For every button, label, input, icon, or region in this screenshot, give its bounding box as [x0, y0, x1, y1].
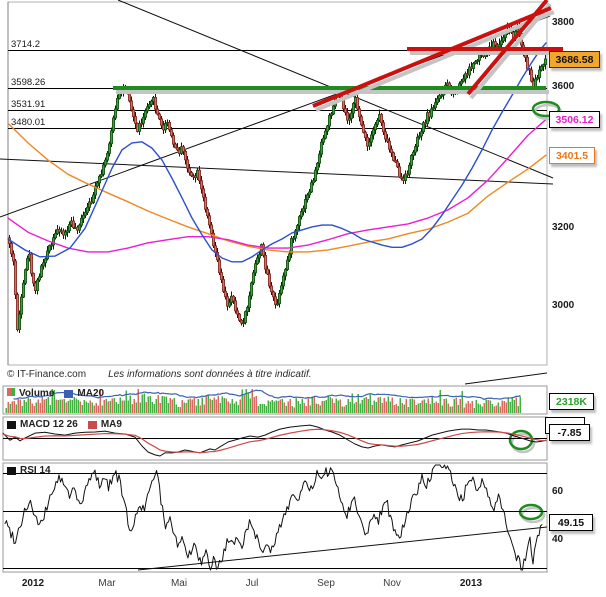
- x-axis-label-nov: Nov: [383, 578, 401, 589]
- volume-legend: Volume MA20: [7, 388, 104, 399]
- x-axis-label-2013: 2013: [459, 578, 483, 589]
- rsi-legend: RSI 14: [7, 465, 51, 476]
- volume-bars-icon: [7, 388, 15, 399]
- x-axis-label-jul: Jul: [245, 578, 259, 589]
- rsi-swatch-icon: [7, 466, 16, 475]
- price-axis-tick: 3200: [552, 222, 575, 233]
- disclaimer-text: Les informations sont données à titre in…: [108, 369, 312, 380]
- rsi-value-box: 49.15: [549, 514, 593, 531]
- macd-legend-label: MACD 12 26: [20, 419, 78, 430]
- rsi-legend-label: RSI 14: [20, 465, 51, 476]
- copyright-owner: © IT-Finance.com: [7, 369, 87, 380]
- rsi-tick-40: 40: [552, 534, 564, 545]
- ma9-legend-label: MA9: [100, 419, 122, 430]
- macd-value-box: -7.85: [549, 424, 590, 441]
- price-axis-tick: 3000: [552, 300, 575, 311]
- ma20-swatch-icon: [64, 389, 74, 398]
- x-axis-label-2012: 2012: [21, 578, 45, 589]
- price-level-label: 3714.2: [11, 39, 41, 50]
- price-axis-tick: 3600: [552, 81, 575, 92]
- x-axis-label-mai: Mai: [170, 578, 188, 589]
- x-axis-label-mar: Mar: [98, 578, 116, 589]
- price-level-label: 3480.01: [11, 117, 46, 128]
- price-axis-tick: 3800: [552, 17, 575, 28]
- macd-legend: MACD 12 26 MA9: [7, 419, 122, 430]
- x-axis-label-sep: Sep: [317, 578, 335, 589]
- macd-swatch-icon: [7, 420, 16, 429]
- volume-value-box: 2318K: [549, 393, 594, 410]
- ma9-swatch-icon: [87, 420, 97, 429]
- volume-legend-label: Volume: [19, 388, 55, 399]
- ma200-value-box: 3401.5: [549, 147, 595, 164]
- ma100-value-box: 3506.12: [549, 111, 600, 128]
- rsi-tick-60: 60: [552, 486, 564, 497]
- copyright-strip: © IT-Finance.com Les informations sont do…: [7, 369, 312, 380]
- price-level-label: 3531.91: [11, 99, 46, 110]
- last-price-box: 3686.58: [549, 51, 600, 68]
- price-level-label: 3598.26: [11, 77, 46, 88]
- ma20-legend-label: MA20: [77, 388, 105, 399]
